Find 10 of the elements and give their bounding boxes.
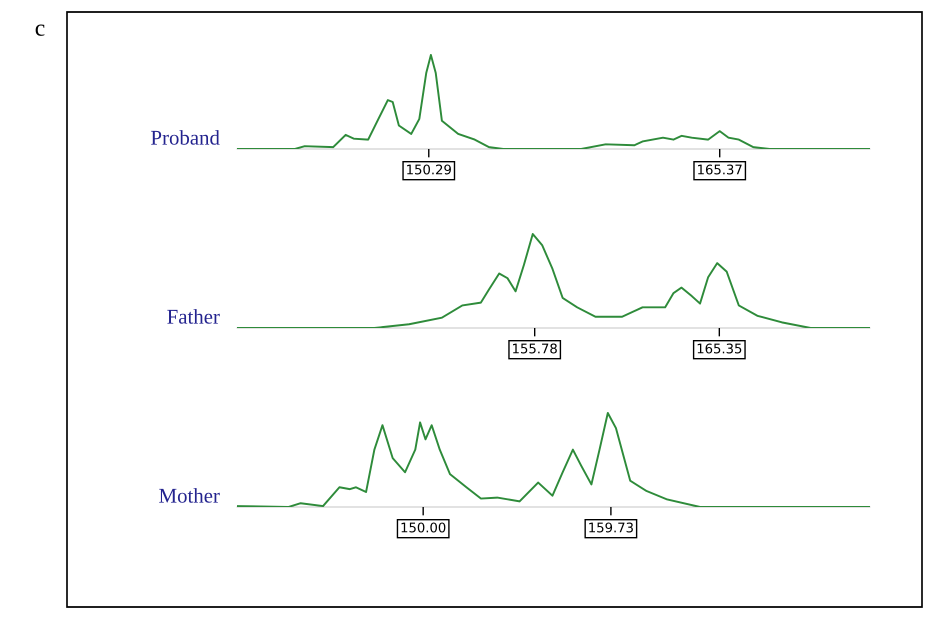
x-tick-label: 155.78 xyxy=(513,344,557,354)
y-axis-title: Mother xyxy=(159,488,220,503)
x-tick-label: 150.00 xyxy=(402,522,446,532)
x-tick-label: 159.73 xyxy=(589,522,633,532)
text: c xyxy=(36,24,45,36)
x-tick-label: 165.35 xyxy=(698,344,742,354)
x-tick-label: 150.29 xyxy=(407,164,451,174)
x-tick-label: 165.37 xyxy=(698,164,742,174)
y-axis-title: Father xyxy=(167,309,220,324)
y-axis-title: Proband xyxy=(151,130,220,145)
